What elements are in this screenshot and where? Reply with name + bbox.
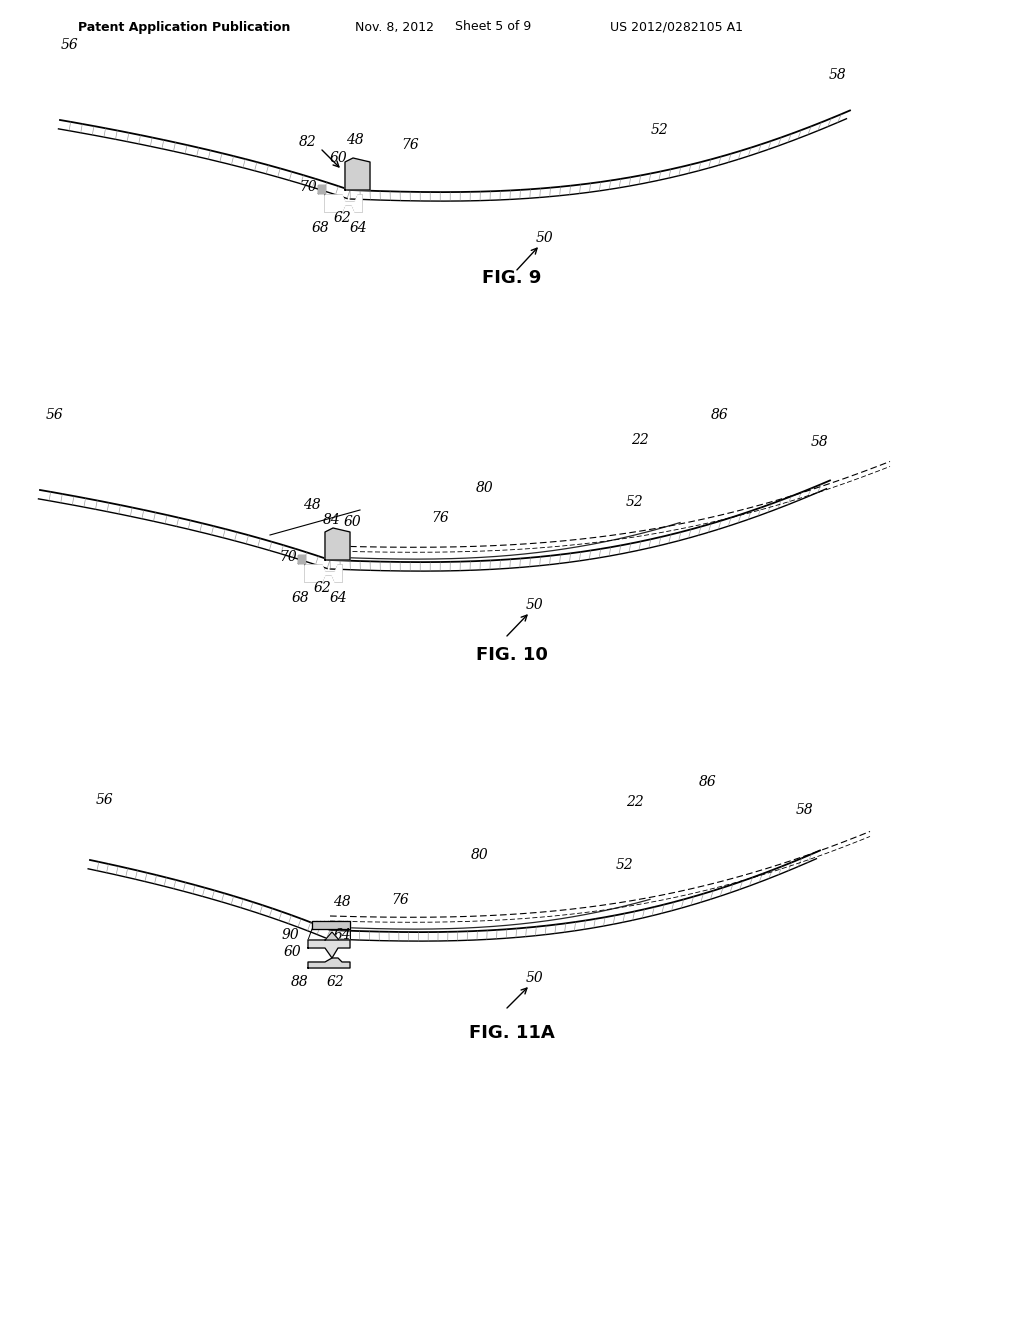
Text: 22: 22 — [626, 795, 644, 809]
Text: 80: 80 — [476, 480, 494, 495]
Text: 64: 64 — [333, 928, 351, 942]
Text: 88: 88 — [291, 975, 309, 989]
Text: 90: 90 — [282, 928, 299, 942]
Text: 58: 58 — [829, 69, 847, 82]
Text: 76: 76 — [401, 139, 419, 152]
Text: 62: 62 — [313, 581, 331, 595]
Text: 60: 60 — [329, 150, 347, 165]
Text: 62: 62 — [333, 211, 351, 224]
Polygon shape — [305, 565, 342, 582]
Text: 56: 56 — [96, 793, 114, 807]
Text: 52: 52 — [626, 495, 644, 510]
Polygon shape — [298, 554, 305, 564]
Text: 48: 48 — [303, 498, 321, 512]
Polygon shape — [312, 921, 350, 929]
Polygon shape — [308, 940, 350, 958]
Text: FIG. 9: FIG. 9 — [482, 269, 542, 286]
Text: 56: 56 — [46, 408, 63, 422]
Text: 86: 86 — [711, 408, 729, 422]
Text: 80: 80 — [471, 847, 488, 862]
Text: 70: 70 — [280, 550, 297, 564]
Text: 86: 86 — [699, 775, 717, 789]
Text: 64: 64 — [349, 220, 367, 235]
Text: 52: 52 — [616, 858, 634, 873]
Text: 62: 62 — [326, 975, 344, 989]
Text: 50: 50 — [526, 972, 544, 985]
Text: 60: 60 — [283, 945, 301, 960]
Text: 48: 48 — [346, 133, 364, 147]
Text: Patent Application Publication: Patent Application Publication — [78, 21, 291, 33]
Text: FIG. 11A: FIG. 11A — [469, 1024, 555, 1041]
Text: Nov. 8, 2012: Nov. 8, 2012 — [355, 21, 434, 33]
Polygon shape — [318, 185, 325, 193]
Text: US 2012/0282105 A1: US 2012/0282105 A1 — [610, 21, 743, 33]
Polygon shape — [325, 195, 362, 213]
Polygon shape — [345, 158, 370, 190]
Text: 58: 58 — [811, 436, 828, 449]
Text: 84: 84 — [324, 513, 341, 527]
Text: 52: 52 — [651, 123, 669, 137]
Text: 50: 50 — [526, 598, 544, 612]
Text: 48: 48 — [333, 895, 351, 909]
Text: Sheet 5 of 9: Sheet 5 of 9 — [455, 21, 531, 33]
Text: 82: 82 — [299, 135, 316, 149]
Text: 22: 22 — [631, 433, 649, 447]
Text: FIG. 10: FIG. 10 — [476, 645, 548, 664]
Polygon shape — [325, 528, 350, 560]
Text: 60: 60 — [343, 515, 360, 529]
Text: 50: 50 — [537, 231, 554, 246]
Polygon shape — [308, 958, 350, 968]
Text: 68: 68 — [311, 220, 329, 235]
Text: 58: 58 — [796, 803, 814, 817]
Text: 68: 68 — [291, 591, 309, 605]
Text: 56: 56 — [61, 38, 79, 51]
Polygon shape — [325, 932, 339, 940]
Text: 64: 64 — [329, 591, 347, 605]
Text: 76: 76 — [391, 894, 409, 907]
Text: 76: 76 — [431, 511, 449, 525]
Text: 70: 70 — [299, 180, 316, 194]
